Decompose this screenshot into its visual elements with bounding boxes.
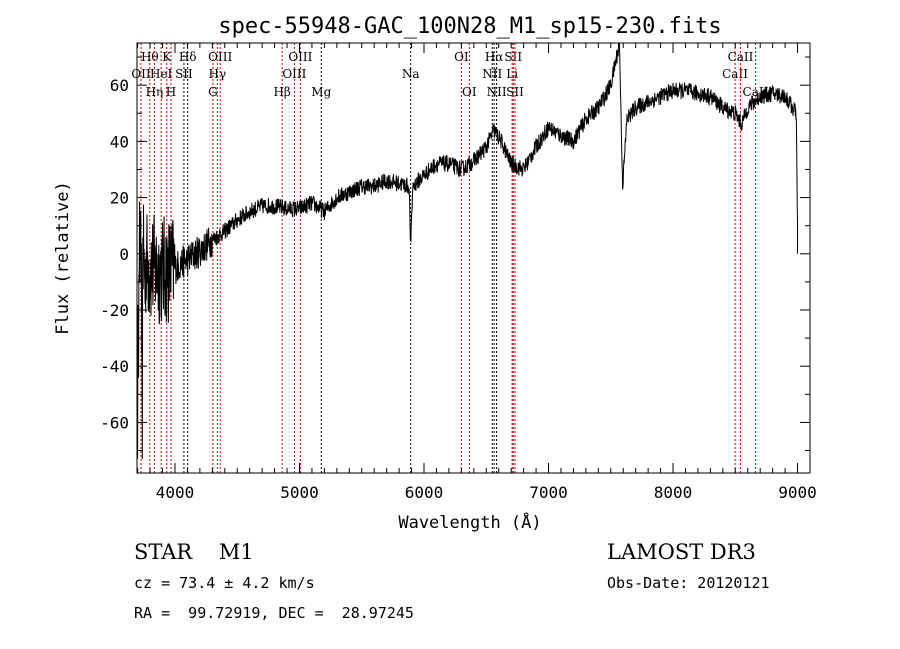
survey-name: LAMOST DR3 [607,540,756,564]
spectral-line-label: NII [487,85,507,99]
spectral-line-label: Hθ [141,50,159,64]
object-class: STAR M1 [134,540,254,564]
spectral-line-label: H [166,85,176,99]
spectral-line-label: HeI [150,67,173,81]
spectral-line-label: K [162,50,172,64]
spectral-line-label: SII [175,67,193,81]
plot-frame [136,42,811,474]
x-axis-label: Wavelength (Å) [398,511,541,533]
spectral-line-label: SII [504,50,522,64]
spectral-line-label: Hη [146,85,164,99]
spectral-line-label: OI [462,85,477,99]
y-tick-label: -60 [100,413,129,432]
y-tick-label: 0 [119,245,129,264]
spectral-line-label: SII [506,85,524,99]
x-tick-label: 8000 [654,483,693,502]
y-tick-label: -20 [100,301,129,320]
y-tick-label: 60 [110,76,129,95]
y-tick-label: 40 [110,132,129,151]
y-tick-label: 20 [110,189,129,208]
obs-date: Obs-Date: 20120121 [607,574,770,592]
spectral-line-label: Hβ [273,85,290,99]
spectral-line-label: Hα [485,50,504,64]
spectral-line-label: Li [506,67,518,81]
spectral-line-label: OI [454,50,469,64]
spectral-line-label: CaII [722,67,748,81]
spectral-line-label: Hδ [179,50,197,64]
spectral-line-label: CaII [728,50,754,64]
spectral-line-label: Hγ [208,67,226,81]
spectrum-line [137,42,798,460]
spectral-line-label: Na [402,67,420,81]
x-tick-label: 6000 [405,483,444,502]
spectral-line-label: G [208,85,218,99]
x-tick-label: 4000 [156,483,195,502]
x-tick-label: 9000 [778,483,817,502]
x-tick-label: 5000 [280,483,319,502]
spectral-line-label: NII [482,67,502,81]
spectral-line-label: OII [131,67,151,81]
chart-title: spec-55948-GAC_100N28_M1_sp15-230.fits [218,14,721,39]
y-tick-label: -40 [100,357,129,376]
y-axis-label: Flux (relative) [53,181,73,335]
redshift-cz: cz = 73.4 ± 4.2 km/s [134,574,315,592]
spectral-line-label: OIII [282,67,306,81]
spectral-line-label: OIII [288,50,312,64]
spectral-line-label: Mg [311,85,331,99]
ra-dec: RA = 99.72919, DEC = 28.97245 [134,604,414,622]
spectral-line-label: OIII [208,50,232,64]
x-tick-label: 7000 [529,483,568,502]
